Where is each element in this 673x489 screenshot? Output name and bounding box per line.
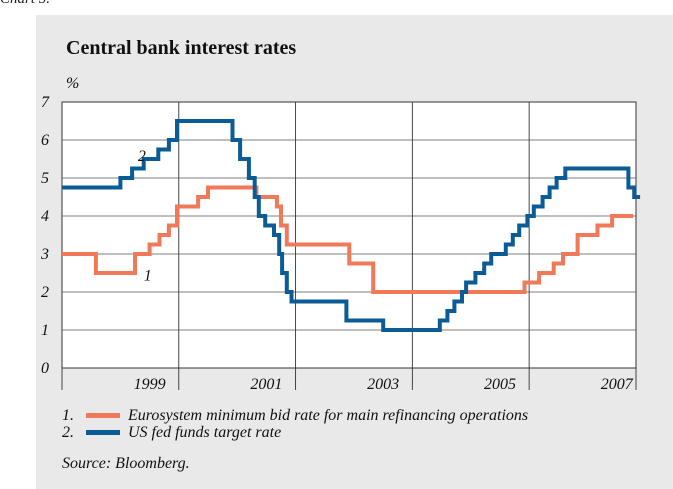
y-tick-label-4: 4 xyxy=(41,208,49,225)
y-tick-label-1: 1 xyxy=(41,322,49,339)
legend-item-2: 2. US fed funds target rate xyxy=(62,424,281,442)
legend-swatch-2 xyxy=(86,429,120,435)
source-note: Source: Bloomberg. xyxy=(62,455,190,472)
legend-swatch-1 xyxy=(86,412,120,418)
y-tick-label-6: 6 xyxy=(41,132,49,149)
chart-caption: Chart 5. xyxy=(0,0,50,8)
y-tick-label-7: 7 xyxy=(41,94,50,111)
legend-number-1: 1. xyxy=(62,407,74,424)
y-tick-label-5: 5 xyxy=(41,170,49,187)
plot-area xyxy=(61,101,637,369)
x-tick-label-2003: 2003 xyxy=(367,376,399,393)
y-tick-label-3: 3 xyxy=(40,246,49,263)
series-line-1 xyxy=(62,185,634,294)
series-number-label-1: 1 xyxy=(144,268,152,285)
legend-label-2: US fed funds target rate xyxy=(128,424,282,441)
y-axis-unit: % xyxy=(66,75,79,92)
legend-number-2: 2. xyxy=(62,424,74,441)
chart-title: Central bank interest rates xyxy=(66,37,297,59)
x-tick-label-2005: 2005 xyxy=(484,376,516,393)
x-tick-label-1999: 1999 xyxy=(134,376,166,393)
series-line-2 xyxy=(62,119,641,332)
legend-label-1: Eurosystem minimum bid rate for main ref… xyxy=(128,407,529,424)
legend-item-1: 1. Eurosystem minimum bid rate for main r… xyxy=(62,407,528,425)
series-number-label-2: 2 xyxy=(138,148,146,165)
y-tick-label-0: 0 xyxy=(41,360,49,377)
x-tick-label-2007: 2007 xyxy=(601,376,634,393)
y-tick-label-2: 2 xyxy=(41,284,49,301)
x-tick-label-2001: 2001 xyxy=(250,376,282,393)
